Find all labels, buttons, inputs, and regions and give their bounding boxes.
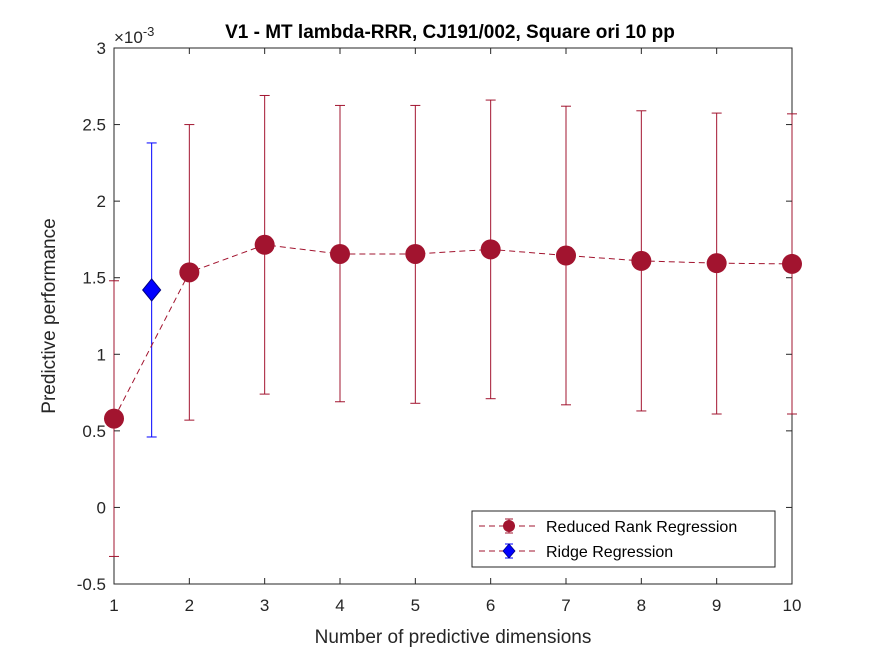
x-tick-label-2: 3 — [260, 596, 269, 615]
legend: Reduced Rank Regression Ridge Regression — [471, 510, 776, 568]
x-axis-ticks: 1 2 3 4 5 6 7 8 9 10 — [109, 48, 801, 615]
x-tick-label-7: 8 — [637, 596, 646, 615]
y-tick-label-4: 1.5 — [82, 269, 106, 288]
x-tick-label-0: 1 — [109, 596, 118, 615]
data-point-s0-6 — [556, 245, 576, 266]
x-tick-label-4: 5 — [411, 596, 420, 615]
data-point-s0-7 — [631, 250, 652, 271]
x-tick-label-5: 6 — [486, 596, 495, 615]
y-axis-label: Predictive performance — [39, 218, 60, 413]
series-line-s0 — [113, 244, 793, 419]
data-point-s0-0 — [104, 408, 124, 429]
y-tick-label-0: -0.5 — [77, 575, 106, 594]
data-point-s0-2 — [254, 234, 275, 255]
legend-label-rrr: Reduced Rank Regression — [546, 519, 737, 536]
y-tick-label-7: 3 — [97, 39, 106, 58]
y-tick-label-2: 0.5 — [82, 422, 106, 441]
data-point-s0-4 — [405, 243, 426, 264]
data-point-s0-8 — [706, 253, 727, 274]
series-lines — [113, 244, 793, 419]
legend-marker-ridge — [502, 543, 516, 559]
data-point-s0-3 — [330, 243, 350, 264]
data-point-s1-0 — [142, 278, 162, 302]
legend-label-ridge: Ridge Regression — [546, 544, 673, 561]
y-tick-label-5: 2 — [97, 192, 106, 211]
x-tick-label-3: 4 — [335, 596, 344, 615]
plot-area — [113, 47, 793, 585]
x-tick-label-9: 10 — [783, 596, 802, 615]
plot-box — [113, 47, 793, 585]
legend-box — [471, 510, 776, 568]
chart-title: V1 - MT lambda-RRR, CJ191/002, Square or… — [225, 22, 675, 43]
legend-marker-rrr — [503, 520, 515, 532]
x-tick-label-8: 9 — [712, 596, 721, 615]
x-tick-label-6: 7 — [561, 596, 570, 615]
axis-exponent-power: -3 — [143, 24, 155, 39]
axis-exponent: ×10-3 — [114, 24, 154, 47]
axis-exponent-base: ×10 — [114, 28, 143, 47]
x-axis-label: Number of predictive dimensions — [315, 627, 592, 648]
x-tick-label-1: 2 — [185, 596, 194, 615]
data-markers — [104, 234, 802, 429]
data-point-s0-9 — [782, 253, 802, 274]
data-point-s0-5 — [480, 239, 501, 260]
y-tick-label-1: 0 — [97, 498, 106, 517]
data-point-s0-1 — [179, 262, 200, 283]
y-tick-label-6: 2.5 — [82, 116, 106, 135]
y-axis-ticks: -0.5 0 0.5 1 1.5 2 2.5 3 — [77, 39, 792, 594]
y-tick-label-3: 1 — [97, 345, 106, 364]
